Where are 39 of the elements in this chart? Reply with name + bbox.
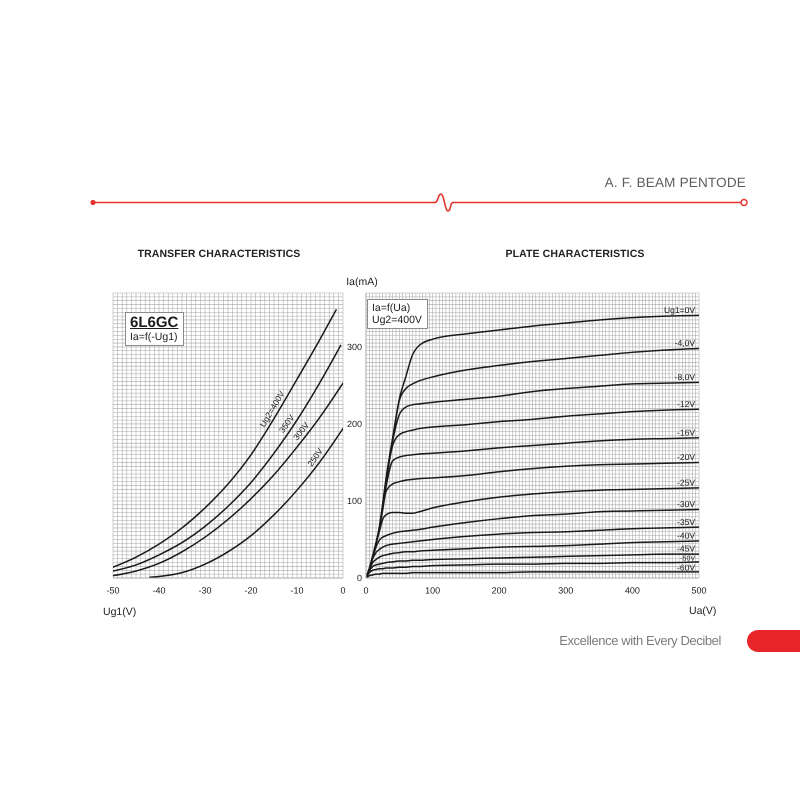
x-tick-label: -50: [106, 585, 120, 596]
annotation: Ug2=400V: [372, 314, 422, 326]
x-tick-label: 100: [425, 585, 440, 596]
y-tick-label: 100: [346, 496, 362, 506]
series-label: -8,0V: [674, 372, 696, 382]
text: Excellence with Every Decibel: [558, 633, 721, 649]
series-label: -25V: [677, 477, 696, 488]
series-label: -4,0V: [674, 338, 696, 348]
annotation: 6L6GC: [130, 314, 178, 331]
x-axis-title: Ua(V): [689, 605, 716, 617]
y-tick-label: 0: [356, 573, 362, 584]
series-label: -45V: [677, 544, 696, 554]
annotation: Ia=f(Ua): [372, 302, 412, 314]
series-label: -16V: [677, 427, 696, 438]
series-label: -60V: [677, 562, 696, 573]
series-label: Ug1=0V: [664, 304, 696, 315]
y-tick-label: 300: [346, 342, 362, 352]
text: A. F. BEAM PENTODE: [604, 175, 746, 191]
chart-title: PLATE CHARACTERISTICS: [504, 248, 646, 260]
chart-title: TRANSFER CHARACTERISTICS: [136, 248, 302, 260]
x-tick-label: 0: [363, 585, 369, 596]
x-tick-label: 400: [624, 585, 640, 596]
x-tick-label: -30: [198, 585, 212, 596]
x-tick-label: -20: [244, 585, 258, 596]
series-label: -40V: [677, 530, 696, 541]
annotation: Ia=f(-Ug1): [130, 331, 178, 343]
x-tick-label: -40: [152, 585, 166, 596]
x-tick-label: 200: [492, 585, 507, 596]
y-axis-title: Ia(mA): [345, 276, 379, 288]
y-tick-label: 200: [346, 419, 362, 430]
x-tick-label: 500: [691, 585, 707, 596]
series-label: -20V: [677, 452, 696, 462]
series-label: -35V: [677, 516, 696, 527]
x-axis-title: Ug1(V): [103, 606, 136, 618]
x-tick-label: 0: [340, 585, 346, 596]
x-tick-label: -10: [290, 585, 304, 596]
series-label: -12V: [677, 398, 696, 409]
x-tick-label: 300: [558, 585, 574, 596]
series-label: -30V: [677, 499, 696, 510]
